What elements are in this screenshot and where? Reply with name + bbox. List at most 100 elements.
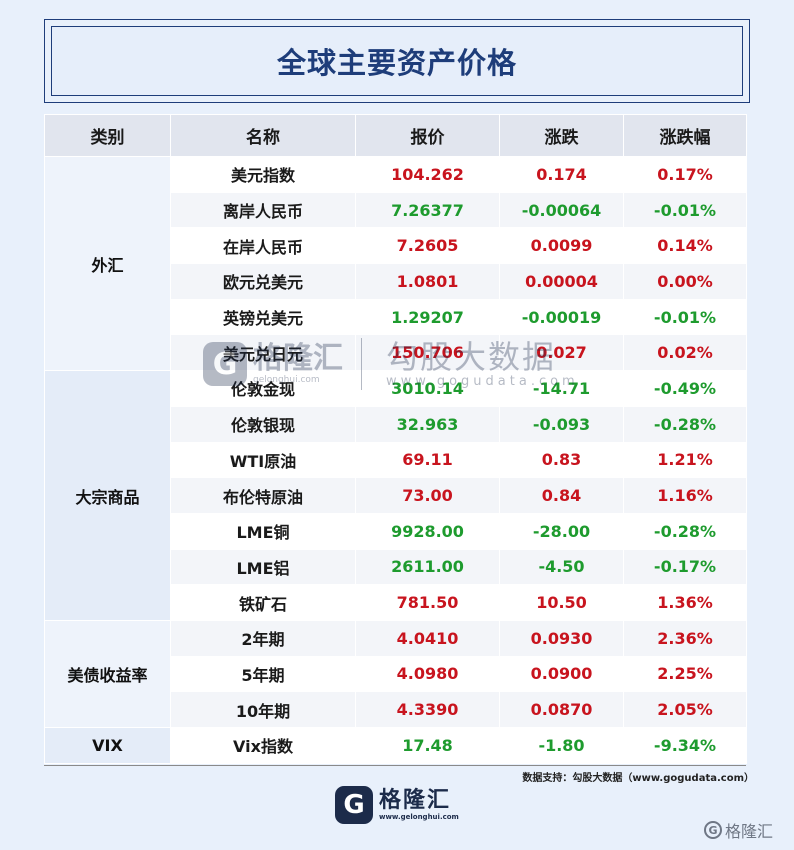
asset-name-cell: 离岸人民币	[170, 191, 356, 229]
table-row: WTI原油 69.11 0.83 1.21%	[45, 441, 747, 479]
asset-name-cell: LME铝	[170, 548, 356, 586]
pct-cell: -0.17%	[623, 548, 747, 586]
price-cell: 7.26377	[355, 191, 500, 229]
price-cell: 2611.00	[355, 548, 500, 586]
category-cell: 大宗商品	[44, 370, 171, 621]
pct-cell: -9.34%	[623, 727, 747, 764]
price-cell: 73.00	[355, 477, 500, 514]
change-cell: 0.0900	[499, 655, 624, 693]
table-row: 英镑兑美元 1.29207 -0.00019 -0.01%	[45, 298, 747, 336]
price-cell: 781.50	[355, 584, 500, 621]
table-row: 10年期 4.3390 0.0870 2.05%	[45, 691, 747, 728]
price-cell: 150.706	[355, 334, 500, 372]
price-cell: 4.0980	[355, 655, 500, 693]
pct-cell: -0.49%	[623, 370, 747, 407]
page-title: 全球主要资产价格	[276, 46, 517, 80]
asset-name-cell: 伦敦银现	[170, 405, 356, 443]
pct-cell: 0.02%	[623, 334, 747, 372]
price-cell: 32.963	[355, 405, 500, 443]
price-cell: 17.48	[355, 727, 500, 764]
header-pct: 涨跌幅	[623, 114, 747, 157]
table-row: LME铝 2611.00 -4.50 -0.17%	[45, 548, 747, 586]
asset-name-cell: 欧元兑美元	[170, 263, 356, 300]
pct-cell: 2.25%	[623, 655, 747, 693]
price-cell: 7.2605	[355, 227, 500, 265]
change-cell: -0.00064	[499, 191, 624, 229]
pct-cell: -0.28%	[623, 512, 747, 550]
table-header-row: 类别 名称 报价 涨跌 涨跌幅	[44, 114, 747, 157]
table-row: 离岸人民币 7.26377 -0.00064 -0.01%	[45, 191, 747, 229]
category-cell: 外汇	[44, 155, 171, 372]
change-cell: 0.83	[499, 441, 624, 479]
corner-watermark-icon: G	[704, 821, 722, 839]
change-cell: 0.174	[499, 156, 624, 193]
header-change: 涨跌	[499, 114, 624, 157]
asset-name-cell: 英镑兑美元	[170, 298, 356, 336]
table-row: 伦敦银现 32.963 -0.093 -0.28%	[45, 405, 747, 443]
asset-name-cell: 布伦特原油	[170, 477, 356, 514]
table-bottom-divider	[44, 765, 746, 766]
pct-cell: 0.00%	[623, 263, 747, 300]
change-cell: -0.00019	[499, 298, 624, 336]
table-row: VIX Vix指数 17.48 -1.80 -9.34%	[44, 727, 747, 764]
change-cell: -28.00	[499, 512, 624, 550]
asset-name-cell: 5年期	[170, 655, 356, 693]
price-cell: 1.29207	[355, 298, 500, 336]
change-cell: 0.0870	[499, 691, 624, 728]
change-cell: 0.0930	[499, 619, 624, 657]
gelonghui-logo: G 格隆汇 www.gelonghui.com	[335, 786, 459, 824]
change-cell: 0.00004	[499, 263, 624, 300]
gelonghui-logo-icon: G	[335, 786, 373, 824]
pct-cell: -0.01%	[623, 191, 747, 229]
category-cell: 美债收益率	[44, 619, 171, 729]
title-frame: 全球主要资产价格	[44, 19, 750, 103]
asset-name-cell: LME铜	[170, 512, 356, 550]
header-price: 报价	[355, 114, 500, 157]
price-cell: 104.262	[355, 156, 500, 193]
asset-name-cell: 美元指数	[170, 156, 356, 193]
table-body: 外汇 美元指数 104.262 0.174 0.17% 离岸人民币 7.26377 -0.00…	[44, 155, 747, 764]
change-cell: 0.84	[499, 477, 624, 514]
pct-cell: 2.05%	[623, 691, 747, 728]
asset-name-cell: Vix指数	[170, 727, 356, 764]
asset-name-cell: 2年期	[170, 619, 356, 657]
pct-cell: -0.28%	[623, 405, 747, 443]
corner-watermark-text: 格隆汇	[725, 822, 774, 841]
price-cell: 69.11	[355, 441, 500, 479]
asset-name-cell: 美元兑日元	[170, 334, 356, 372]
pct-cell: 0.17%	[623, 156, 747, 193]
table-row: 在岸人民币 7.2605 0.0099 0.14%	[45, 227, 747, 265]
pct-cell: 1.36%	[623, 584, 747, 621]
pct-cell: 0.14%	[623, 227, 747, 265]
asset-name-cell: WTI原油	[170, 441, 356, 479]
change-cell: 0.0099	[499, 227, 624, 265]
table-row: 大宗商品 伦敦金现 3010.14 -14.71 -0.49%	[44, 370, 747, 621]
price-cell: 4.0410	[355, 619, 500, 657]
price-cell: 4.3390	[355, 691, 500, 728]
change-cell: -0.093	[499, 405, 624, 443]
category-cell: VIX	[44, 727, 171, 764]
price-cell: 1.0801	[355, 263, 500, 300]
data-source-note: 数据支持：勾股大数据（www.gogudata.com）	[522, 773, 754, 784]
change-cell: -4.50	[499, 548, 624, 586]
logo-name: 格隆汇	[379, 788, 452, 813]
price-cell: 3010.14	[355, 370, 500, 407]
table-row: 欧元兑美元 1.0801 0.00004 0.00%	[45, 263, 747, 300]
header-name: 名称	[170, 114, 356, 157]
asset-price-table: 类别 名称 报价 涨跌 涨跌幅 外汇 美元指数 104.262 0.174 0.17% 离…	[44, 114, 747, 764]
table-row: 美债收益率 2年期 4.0410 0.0930 2.36%	[44, 619, 747, 729]
table-row: 5年期 4.0980 0.0900 2.25%	[45, 655, 747, 693]
change-cell: 0.027	[499, 334, 624, 372]
table-row: LME铜 9928.00 -28.00 -0.28%	[45, 512, 747, 550]
asset-name-cell: 铁矿石	[170, 584, 356, 621]
pct-cell: 2.36%	[623, 619, 747, 657]
asset-name-cell: 在岸人民币	[170, 227, 356, 265]
pct-cell: 1.16%	[623, 477, 747, 514]
logo-url: www.gelonghui.com	[379, 813, 459, 821]
price-cell: 9928.00	[355, 512, 500, 550]
change-cell: -14.71	[499, 370, 624, 407]
table-row: 外汇 美元指数 104.262 0.174 0.17%	[44, 155, 747, 372]
change-cell: -1.80	[499, 727, 624, 764]
asset-name-cell: 伦敦金现	[170, 370, 356, 407]
change-cell: 10.50	[499, 584, 624, 621]
